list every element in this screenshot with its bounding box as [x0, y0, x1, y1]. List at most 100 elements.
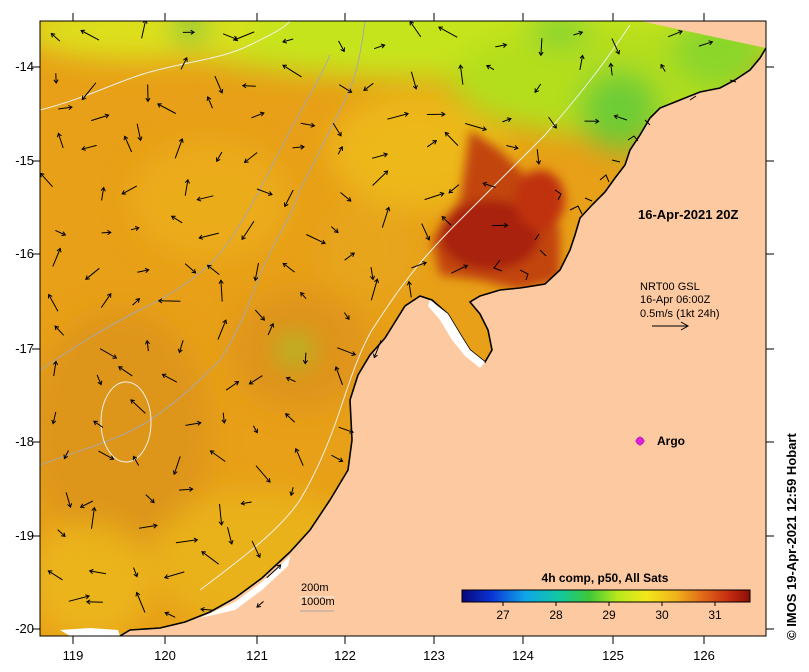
current-arrow-icon [266, 564, 282, 579]
lon-tick-label: 122 [334, 648, 356, 663]
current-arrow-icon [85, 267, 100, 280]
current-arrow-icon [156, 103, 177, 114]
current-arrow-icon [370, 278, 379, 301]
current-arrow-icon [144, 339, 150, 352]
current-arrow-icon [68, 594, 91, 602]
current-arrow-icon [177, 340, 184, 354]
current-arrow-icon [338, 426, 354, 434]
plot-frame [39, 20, 767, 637]
current-arrow-icon [300, 122, 316, 128]
argo-marker-icon[interactable] [635, 436, 645, 446]
current-arrow-icon [52, 247, 62, 267]
current-arrow-icon [99, 348, 118, 359]
current-arrow-icon [130, 399, 146, 414]
current-arrow-icon [135, 591, 146, 613]
lon-tick-label: 121 [246, 648, 268, 663]
lat-tick-label: -17 [15, 341, 34, 356]
current-arrow-icon [170, 215, 183, 224]
colorbar-ticks [502, 602, 716, 606]
lat-tick-label: -20 [15, 621, 34, 636]
current-arrow-icon [381, 206, 391, 228]
depth-200-label: 200m [301, 582, 329, 594]
current-arrow-icon [175, 537, 199, 544]
lon-tick-label: 126 [693, 648, 715, 663]
current-arrow-icon [138, 523, 158, 529]
current-arrow-icon [283, 189, 294, 208]
current-arrow-icon [485, 64, 495, 71]
lat-tick-label: -15 [15, 153, 34, 168]
current-arrow-icon [184, 178, 190, 196]
current-arrow-icon [253, 262, 259, 282]
current-arrow-icon [185, 420, 202, 426]
current-arrow-icon [337, 145, 343, 155]
lon-tick-label: 119 [63, 648, 84, 663]
current-arrow-icon [248, 375, 263, 385]
current-arrow-icon [100, 186, 106, 201]
current-source-label: NRT00 GSL [640, 281, 700, 293]
current-arrow-icon [164, 611, 176, 618]
current-arrow-icon [184, 263, 197, 274]
colorbar [461, 589, 751, 603]
current-arrow-icon [47, 293, 59, 312]
current-arrow-icon [252, 425, 258, 434]
current-arrow-icon [426, 140, 438, 148]
current-arrow-icon [343, 312, 350, 321]
current-arrow-icon [91, 506, 97, 529]
current-arrow-icon [118, 366, 133, 377]
current-arrow-icon [243, 152, 258, 163]
current-arrow-icon [145, 494, 155, 504]
seamount-contour [100, 381, 152, 463]
current-arrow-icon [438, 26, 458, 38]
current-arrow-icon [371, 152, 389, 159]
current-arrow-icon [458, 64, 464, 85]
current-arrow-icon [88, 568, 107, 575]
current-arrows [40, 21, 714, 618]
colorbar-tick-label: 31 [708, 608, 722, 622]
current-arrow-icon [444, 131, 459, 146]
current-arrow-icon [491, 222, 509, 228]
current-arrow-icon [218, 279, 224, 302]
current-arrow-icon [373, 340, 382, 359]
current-arrow-icon [51, 411, 57, 425]
current-arrow-icon [289, 487, 295, 497]
current-arrow-icon [538, 38, 544, 57]
current-arrow-icon [448, 184, 460, 194]
current-arrow-icon [660, 63, 666, 72]
current-arrow-icon [611, 38, 621, 55]
current-arrow-icon [85, 599, 103, 605]
current-arrow-icon [282, 38, 294, 44]
current-arrow-icon [506, 145, 519, 151]
current-arrow-icon [584, 118, 600, 124]
current-arrow-icon [387, 111, 409, 120]
current-arrow-icon [698, 40, 714, 47]
lon-tick-label: 123 [423, 648, 445, 663]
current-arrow-icon [57, 529, 66, 538]
current-arrow-icon [172, 456, 181, 476]
current-arrow-icon [209, 450, 226, 462]
current-arrow-icon [47, 570, 63, 581]
current-arrow-icon [53, 360, 59, 377]
current-arrow-icon [132, 455, 140, 466]
coastline [119, 47, 766, 636]
current-arrow-icon [182, 29, 196, 35]
current-arrow-icon [101, 229, 112, 236]
axis-ticks [32, 13, 774, 644]
current-arrow-icon [63, 450, 69, 460]
current-arrow-icon [80, 29, 100, 41]
current-arrow-icon [100, 292, 112, 308]
current-arrow-icon [338, 84, 353, 93]
current-arrow-icon [174, 138, 184, 159]
current-arrow-icon [123, 135, 133, 153]
current-arrow-icon [81, 144, 97, 151]
current-arrow-icon [406, 280, 412, 298]
current-arrow-icon [55, 229, 67, 237]
current-arrow-icon [465, 123, 488, 132]
current-arrow-icon [256, 188, 273, 196]
lat-tick-label: -18 [15, 434, 34, 449]
lat-tick-label: -16 [15, 246, 34, 261]
current-arrow-icon [201, 551, 219, 565]
current-arrow-icon [98, 450, 115, 460]
current-arrow-icon [227, 526, 234, 545]
contour-200m [199, 24, 631, 591]
current-arrow-icon [421, 223, 431, 241]
